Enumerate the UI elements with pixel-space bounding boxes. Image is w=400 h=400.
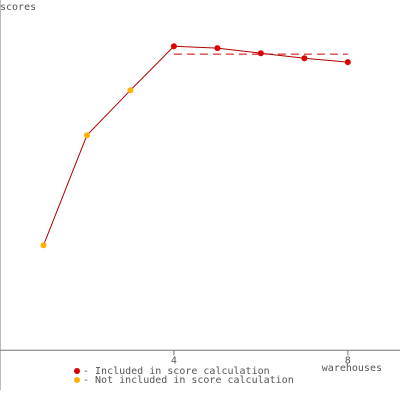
data-point (257, 50, 264, 57)
x-tick-label: 4 (171, 355, 177, 366)
data-point (214, 45, 221, 52)
data-point (170, 43, 177, 50)
data-point (344, 59, 351, 66)
x-axis-label: warehouses (322, 363, 382, 374)
legend-marker (74, 377, 80, 383)
legend-label: - Not included in score calculation (83, 375, 294, 386)
x-tick-label: 8 (345, 355, 351, 366)
data-point (301, 55, 308, 62)
data-point (83, 132, 90, 139)
y-axis-label: scores (0, 2, 36, 13)
data-point (40, 242, 47, 249)
data-point (127, 87, 134, 94)
score-line (43, 45, 348, 246)
legend-label: - Included in score calculation (83, 366, 270, 377)
legend-marker (74, 368, 80, 374)
